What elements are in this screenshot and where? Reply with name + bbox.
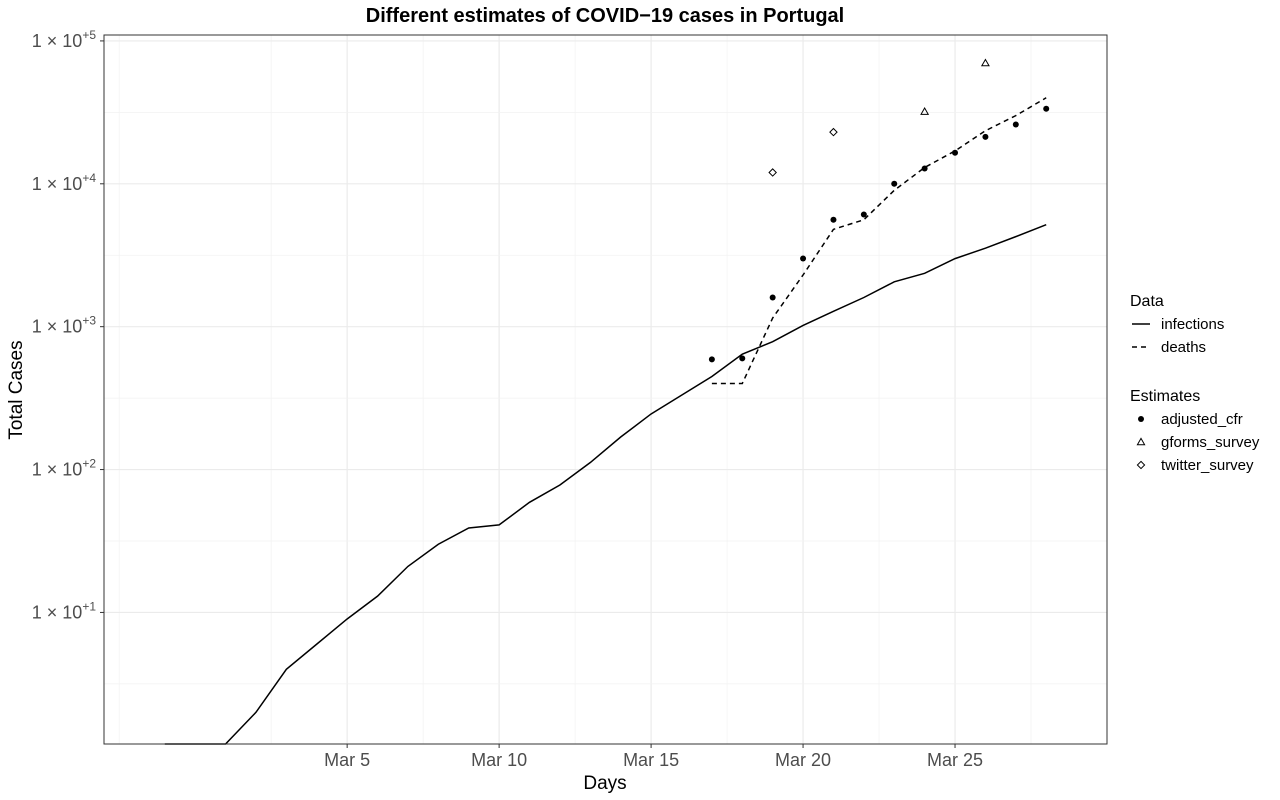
point-adjusted_cfr <box>921 165 928 172</box>
series-line-deaths <box>711 97 1047 385</box>
legend-label: gforms_survey <box>1161 434 1260 451</box>
point-twitter_survey <box>829 127 838 137</box>
x-tick-label: Mar 20 <box>775 750 831 770</box>
y-tick-label: 1 × 10+5 <box>32 28 97 51</box>
grid-lines <box>104 35 1107 744</box>
legend-title: Data <box>1130 293 1164 310</box>
point-adjusted_cfr <box>800 255 807 262</box>
y-tick-label: 1 × 10+3 <box>32 314 97 337</box>
legend-key-adjusted_cfr <box>1138 416 1144 422</box>
y-tick-label: 1 × 10+1 <box>32 599 97 622</box>
point-adjusted_cfr <box>1012 121 1019 128</box>
x-axis: Mar 5 Mar 10 Mar 15 Mar 20 Mar 25 <box>324 744 983 770</box>
point-adjusted_cfr <box>891 180 898 187</box>
x-axis-title: Days <box>583 773 626 794</box>
point-gforms_survey <box>980 58 990 67</box>
legend-label: adjusted_cfr <box>1161 411 1243 428</box>
y-tick-label: 1 × 10+4 <box>32 171 97 194</box>
y-axis: 1 × 10+1 1 × 10+2 1 × 10+3 1 × 10+4 1 × 10+5 <box>32 28 104 622</box>
y-axis-title: Total Cases <box>6 340 27 439</box>
legend-label: infections <box>1161 316 1224 333</box>
point-adjusted_cfr <box>708 356 715 363</box>
point-adjusted_cfr <box>830 216 837 223</box>
legend-label: twitter_survey <box>1161 457 1254 474</box>
x-tick-label: Mar 10 <box>471 750 527 770</box>
series-line-infections <box>164 224 1047 745</box>
point-adjusted_cfr <box>1043 105 1050 112</box>
x-tick-label: Mar 15 <box>623 750 679 770</box>
point-adjusted_cfr <box>982 133 989 140</box>
legend-label: deaths <box>1161 339 1206 356</box>
point-twitter_survey <box>768 168 777 177</box>
y-tick-label: 1 × 10+2 <box>32 457 97 480</box>
legend-key-gforms_survey <box>1136 437 1146 446</box>
point-adjusted_cfr <box>769 294 776 301</box>
x-tick-label: Mar 5 <box>324 750 370 770</box>
legend-key-twitter_survey <box>1136 460 1146 470</box>
point-adjusted_cfr <box>860 211 867 218</box>
point-gforms_survey <box>920 107 930 115</box>
plot-panel-border <box>103 34 1108 745</box>
point-adjusted_cfr <box>952 149 959 156</box>
legend-title: Estimates <box>1130 388 1200 405</box>
chart-title: Different estimates of COVID−19 cases in… <box>366 5 845 27</box>
point-adjusted_cfr <box>739 355 746 362</box>
series-layer <box>164 58 1050 745</box>
x-tick-label: Mar 25 <box>927 750 983 770</box>
legend: Data infections deaths Estimates adjusted_cf… <box>1130 293 1260 474</box>
